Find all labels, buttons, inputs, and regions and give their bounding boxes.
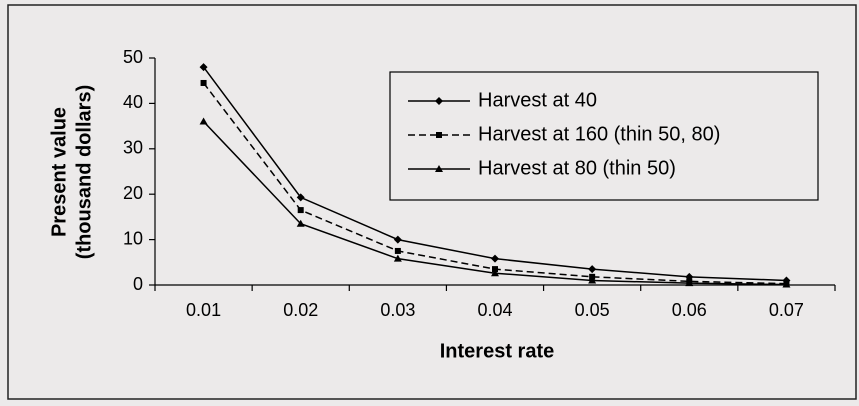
y-tick-label: 10 [123,228,143,248]
marker [782,280,791,288]
marker [588,276,597,284]
legend-label: Harvest at 160 (thin 50, 80) [478,123,720,145]
marker [492,266,498,273]
marker [297,207,304,214]
y-tick-label: 40 [123,92,143,112]
chart-frame [7,4,857,400]
x-tick-label: 0.02 [283,300,318,320]
x-tick-label: 0.01 [186,300,221,320]
y-tick-label: 50 [123,47,143,67]
x-tick-label: 0.04 [477,300,512,320]
marker [296,193,305,202]
marker [491,254,499,263]
legend-label: Harvest at 40 [478,89,597,111]
y-tick-label: 0 [133,274,143,294]
y-axis-title: (thousand dollars) [73,85,95,259]
legend-marker [436,132,442,138]
legend-marker [435,97,443,105]
marker [199,63,208,72]
x-axis-title: Interest rate [440,340,555,362]
marker [393,235,402,244]
y-tick-label: 20 [123,183,143,203]
marker [393,254,402,262]
legend-box [389,71,819,201]
legend-label: Harvest at 80 (thin 50) [478,157,676,179]
marker [491,269,499,277]
x-tick-label: 0.06 [672,300,707,320]
x-tick-label: 0.07 [769,300,804,320]
y-tick-label: 30 [123,138,143,158]
x-tick-label: 0.05 [575,300,610,320]
marker [588,265,597,274]
marker [394,247,401,254]
legend-marker [435,165,443,172]
marker [200,79,207,86]
y-axis-title: Present value [48,107,70,237]
marker [296,219,305,227]
x-tick-label: 0.03 [380,300,415,320]
marker [199,117,208,125]
marker [685,279,694,287]
